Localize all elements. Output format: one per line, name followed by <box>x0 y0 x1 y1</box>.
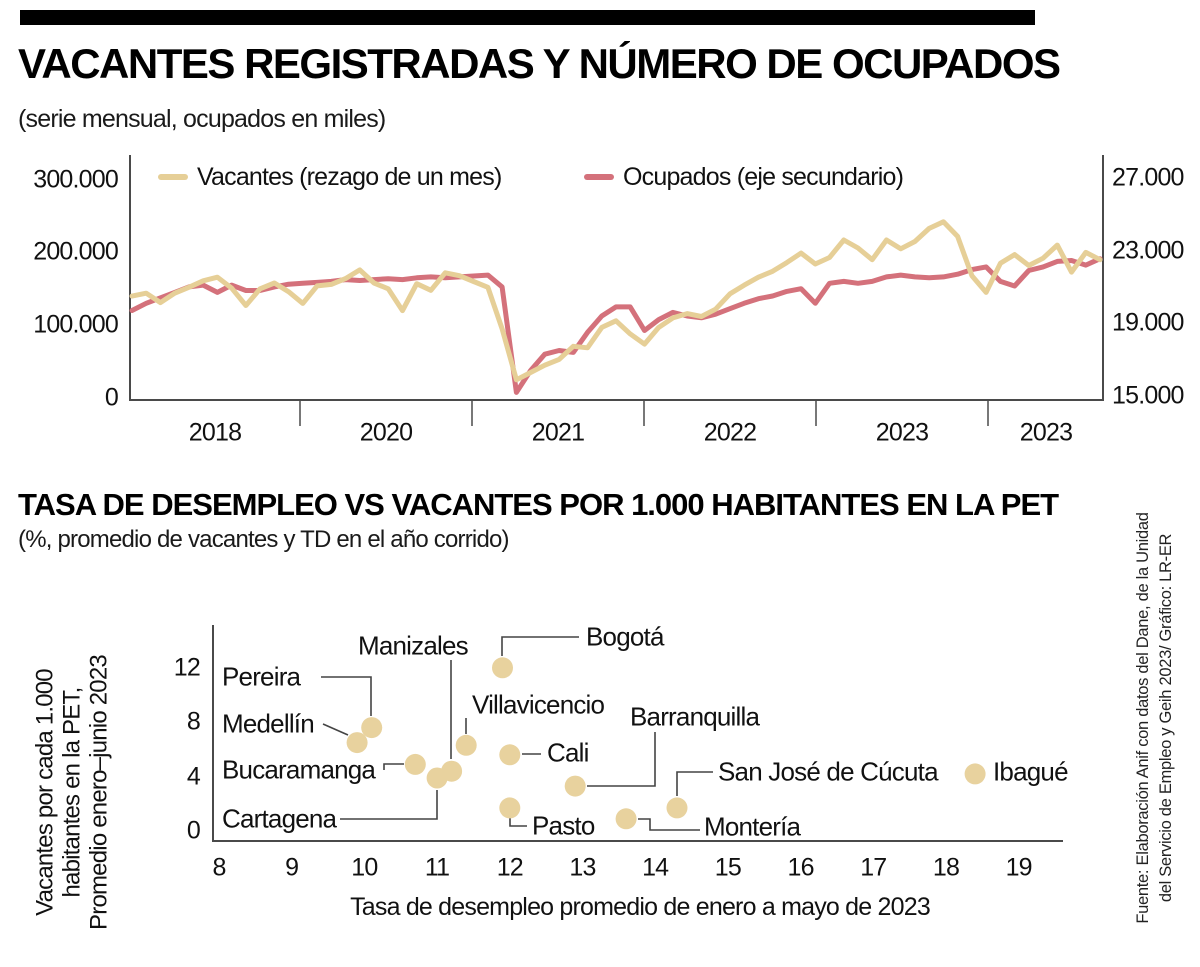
scatter-leader-San José de Cúcuta <box>676 771 713 796</box>
scatter-x-tick-14: 14 <box>642 853 669 882</box>
line-chart-left-tick-100.000: 100.000 <box>33 310 119 339</box>
scatter-x-tick-18: 18 <box>932 853 960 882</box>
legend-label-vacantes: Vacantes (rezago de un mes) <box>197 162 502 191</box>
scatter-y-axis-title: Vacantes por cada 1.000 habitantes en la… <box>32 628 113 958</box>
scatter-point-Ibagué <box>964 763 986 785</box>
chart1-subtitle: (serie mensual, ocupados en miles) <box>18 105 386 133</box>
scatter-leader-Montería <box>638 818 700 831</box>
scatter-label-Barranquilla: Barranquilla <box>630 701 760 732</box>
scatter-y-tick-8: 8 <box>186 707 201 736</box>
source-credit-line2: del Servicio de Empleo y Geih 2023/ Gráf… <box>1157 533 1175 903</box>
line-chart-year-label-0: 2018 <box>188 418 242 447</box>
vacantes-line-swatch-icon <box>158 174 188 180</box>
scatter-leader-Medellín <box>322 723 349 736</box>
scatter-x-tick-16: 16 <box>787 853 814 882</box>
ocupados-line-swatch-icon <box>584 174 614 180</box>
scatter-leader-Bogotá <box>501 636 579 656</box>
scatter-label-San José de Cúcuta: San José de Cúcuta <box>718 756 939 787</box>
scatter-y-axis-title-line1: Vacantes por cada 1.000 <box>31 669 59 916</box>
scatter-point-Montería <box>615 808 637 830</box>
scatter-point-Cali <box>499 744 521 766</box>
scatter-label-Montería: Montería <box>704 811 801 842</box>
scatter-y-tick-0: 0 <box>186 816 201 845</box>
chart2-title: TASA DE DESEMPLEO VS VACANTES POR 1.000 … <box>18 487 1059 522</box>
scatter-x-tick-17: 17 <box>860 853 887 882</box>
scatter-x-tick-11: 11 <box>424 853 450 882</box>
scatter-leader-Cartagena <box>340 790 438 820</box>
line-chart-left-tick-200.000: 200.000 <box>33 237 119 266</box>
scatter-point-Manizales <box>441 760 463 782</box>
line-chart-left-tick-300.000: 300.000 <box>33 165 119 194</box>
legend-item-vacantes: Vacantes (rezago de un mes) <box>158 163 502 191</box>
scatter-leader-Pereira <box>321 676 372 716</box>
line-chart-right-tick-15.000: 15.000 <box>1112 381 1184 410</box>
chart1-title: VACANTES REGISTRADAS Y NÚMERO DE OCUPADO… <box>18 40 1061 87</box>
scatter-label-Pasto: Pasto <box>532 810 595 841</box>
scatter-label-Medellín: Medellín <box>222 708 315 739</box>
line-chart-axes <box>129 155 1104 401</box>
scatter-point-Villavicencio <box>455 734 477 756</box>
line-chart-right-tick-19.000: 19.000 <box>1112 308 1184 337</box>
scatter-leader-Bucaramanga <box>383 763 404 770</box>
source-credit-line1: Fuente: Elaboración Anif con datos del D… <box>1134 512 1152 924</box>
line-chart-right-tick-27.000: 27.000 <box>1112 163 1184 192</box>
scatter-label-Bucaramanga: Bucaramanga <box>222 754 376 785</box>
scatter-label-Bogotá: Bogotá <box>586 621 664 652</box>
line-series-vacantes <box>129 219 1103 383</box>
top-accent-bar <box>20 10 1035 25</box>
legend-label-ocupados: Ocupados (eje secundario) <box>623 162 904 191</box>
scatter-x-tick-13: 13 <box>569 853 596 882</box>
line-chart-year-label-5: 2023 <box>1019 418 1073 447</box>
scatter-x-tick-9: 9 <box>285 853 299 882</box>
scatter-x-tick-15: 15 <box>714 853 742 882</box>
scatter-point-Bogotá <box>492 657 513 679</box>
scatter-label-Ibagué: Ibagué <box>993 756 1069 787</box>
scatter-x-tick-19: 19 <box>1005 853 1033 882</box>
scatter-label-Villavicencio: Villavicencio <box>472 689 605 720</box>
scatter-point-Pereira <box>361 717 383 739</box>
line-chart-left-tick-0: 0 <box>104 383 119 412</box>
scatter-x-axis-title: Tasa de desempleo promedio de enero a ma… <box>350 893 931 921</box>
line-chart-year-label-4: 2023 <box>875 418 929 447</box>
scatter-axes <box>212 625 1063 842</box>
scatter-leader-Barranquilla <box>587 732 656 787</box>
scatter-label-Cali: Cali <box>547 737 589 768</box>
scatter-point-San José de Cúcuta <box>666 797 688 819</box>
line-chart-year-label-1: 2020 <box>359 418 413 447</box>
line-chart-year-label-2: 2021 <box>531 418 585 447</box>
source-credit: Fuente: Elaboración Anif con datos del D… <box>1132 473 1178 963</box>
line-chart-right-tick-23.000: 23.000 <box>1112 236 1184 265</box>
scatter-x-tick-10: 10 <box>351 853 378 882</box>
scatter-point-Bucaramanga <box>404 753 426 775</box>
scatter-point-Barranquilla <box>564 775 586 797</box>
scatter-y-axis-title-line2: habitantes en la PET, <box>58 687 86 898</box>
scatter-leader-Pasto <box>509 818 527 827</box>
scatter-point-Medellín <box>346 732 368 754</box>
scatter-x-tick-8: 8 <box>212 853 226 882</box>
scatter-point-Pasto <box>499 797 521 819</box>
scatter-label-Manizales: Manizales <box>358 630 469 661</box>
legend-item-ocupados: Ocupados (eje secundario) <box>584 162 904 191</box>
line-chart-year-label-3: 2022 <box>703 418 757 447</box>
scatter-y-tick-4: 4 <box>186 762 201 791</box>
scatter-label-Cartagena: Cartagena <box>222 803 337 834</box>
line-series-ocupados <box>129 256 1103 395</box>
chart2-subtitle: (%, promedio de vacantes y TD en el año … <box>18 526 510 553</box>
scatter-label-Pereira: Pereira <box>222 661 301 692</box>
scatter-y-axis-title-line3: Promedio enero–junio 2023 <box>85 655 113 930</box>
scatter-y-tick-12: 12 <box>173 653 201 682</box>
scatter-x-tick-12: 12 <box>496 853 524 882</box>
